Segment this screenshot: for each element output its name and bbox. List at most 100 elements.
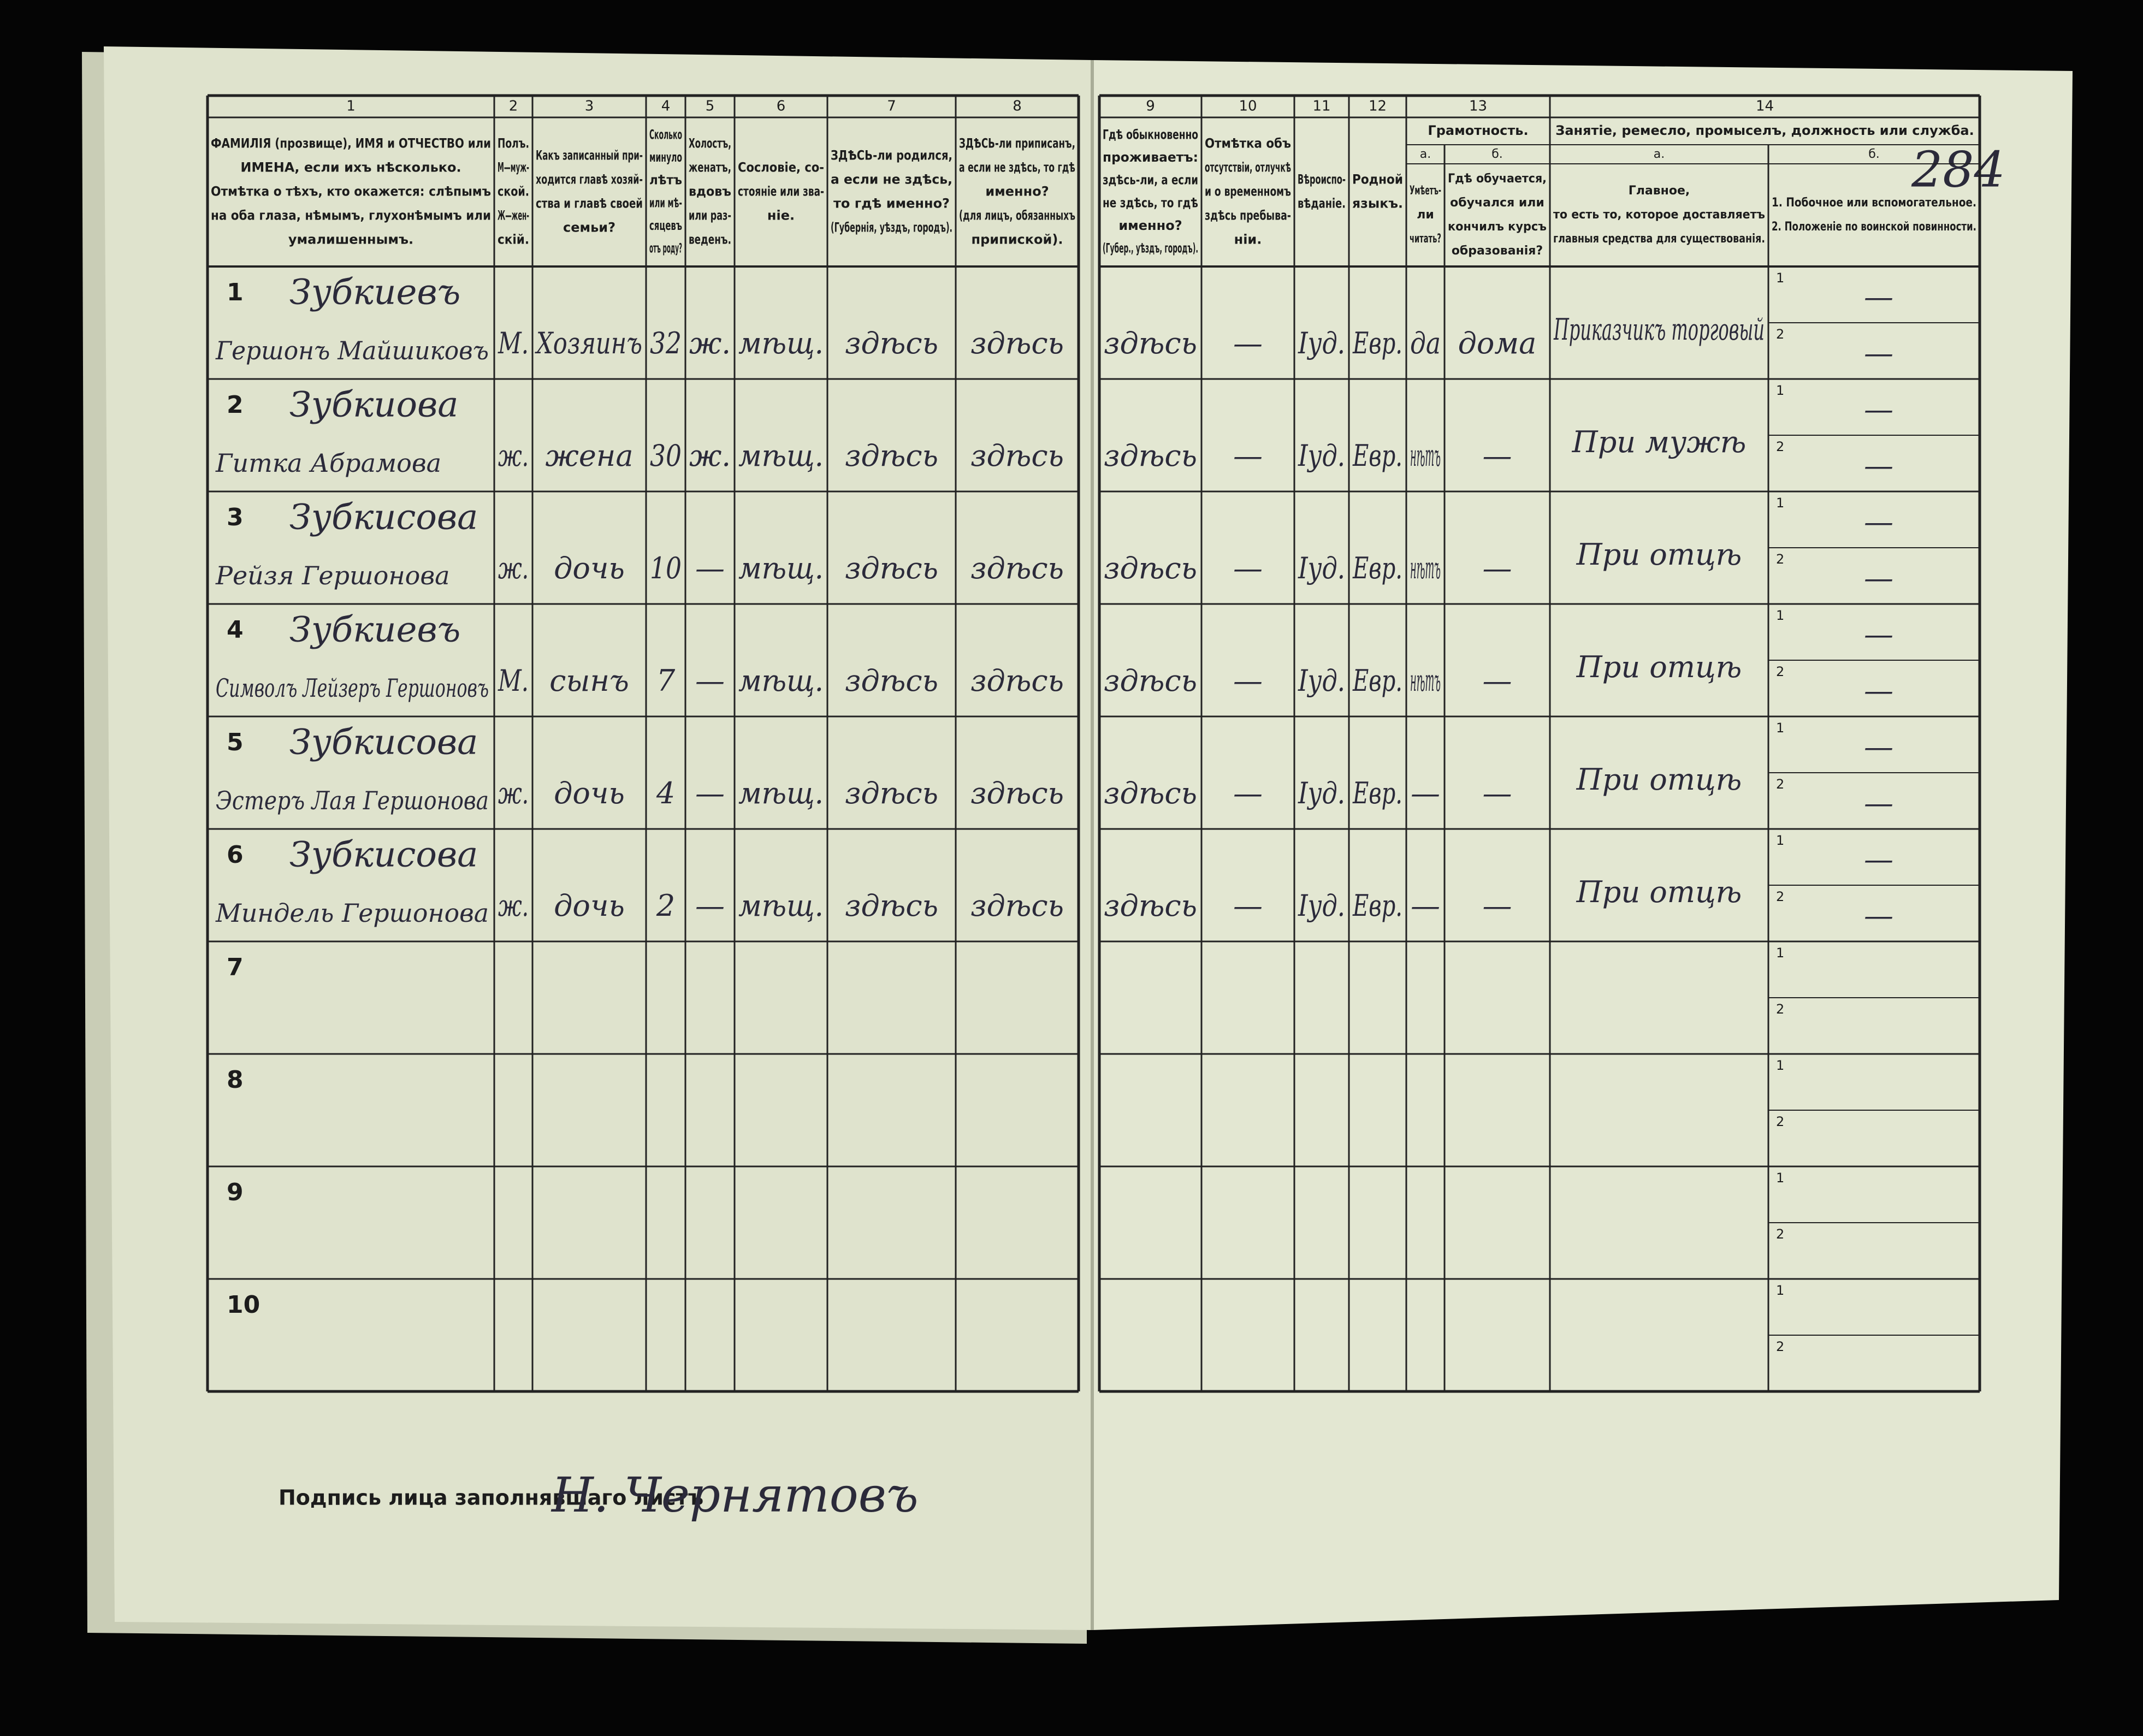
relation-value: дочь [554,888,625,923]
age-value: 2 [656,888,675,923]
column-heading: семьи? [563,220,615,235]
column-heading: ской. [498,184,529,199]
surname: Зубкисова [289,835,478,875]
absence-value: — [1233,888,1263,923]
religion-value: Іуд. [1298,776,1345,810]
subrow-label: 2 [1776,1227,1784,1242]
column-heading: вѣданіе. [1298,196,1346,211]
subrow-label: 2 [1776,1002,1784,1017]
row-number: 10 [227,1291,260,1319]
reads-value: нѣтъ [1410,439,1441,473]
row-number: 2 [227,391,244,419]
estate-value: мѣщ. [738,663,824,698]
secondary-value: — [1864,617,1893,651]
column-number: 7 [887,98,896,115]
column-number: 4 [661,98,671,115]
age-value: 30 [650,439,682,473]
subcolumn-heading: кончилъ курсъ [1448,220,1547,234]
registered-value: здѣсь [970,776,1064,810]
born-value: здѣсь [845,439,938,473]
religion-value: Іуд. [1298,888,1345,923]
marital-value: — [695,776,725,810]
estate-value: мѣщ. [738,888,824,923]
column-number: 5 [706,98,715,115]
secondary-value: — [1864,392,1893,426]
column-number: 2 [509,98,518,115]
subcolumn-heading: то есть то, которое доставляетъ [1553,208,1765,222]
column-heading: ИМЕНА, если ихъ нѣсколько. [240,160,461,175]
given-name: Символъ Лейзеръ Гершоновъ [216,673,489,703]
column-heading: здѣсь пребыва- [1205,208,1291,223]
subrow-label: 2 [1776,1339,1784,1354]
subrow-label: 2 [1776,552,1784,567]
column-number: 11 [1312,98,1330,115]
column-number: 6 [777,98,786,115]
born-value: здѣсь [845,551,938,585]
column-heading: ЗДѢСЬ-ли приписанъ, [959,136,1075,151]
registered-value: здѣсь [970,551,1064,585]
column-heading: ФАМИЛІЯ (прозвище), ИМЯ и ОТЧЕСТВО или [211,136,491,151]
absence-value: — [1233,776,1263,810]
surname: Зубкиова [289,385,458,425]
subcolumn-heading: Умѣетъ- [1410,184,1441,198]
column-heading: и о временномъ [1205,184,1291,199]
column-heading: отсутствіи, отлучкѣ [1205,160,1291,175]
column-heading: Вѣроиспо- [1298,172,1346,187]
religion-value: Іуд. [1298,551,1345,585]
occupation-value: При отцѣ [1576,650,1742,684]
sex-value: ж. [498,551,529,585]
occupation-value: При отцѣ [1576,762,1742,797]
given-name: Рейзя Гершонова [215,561,450,590]
secondary-value: — [1864,730,1893,764]
age-value: 32 [650,326,682,360]
reads-value: да [1410,326,1441,360]
column-heading: припиской). [972,232,1063,247]
education-value: — [1483,663,1512,698]
subcolumn-heading: Гдѣ обучается, [1448,172,1547,186]
given-name: Гершонъ Майшиковъ [215,336,489,365]
row-number: 5 [227,728,244,756]
subrow-label: 1 [1776,720,1784,736]
row-number: 1 [227,279,244,306]
column-heading: именно? [1118,218,1182,233]
residence-value: здѣсь [1104,551,1197,585]
sex-value: ж. [498,439,529,473]
estate-value: мѣщ. [738,326,824,360]
surname: Зубкисова [289,497,478,538]
subrow-label: 2 [1776,777,1784,792]
subcolumn-heading: Главное, [1629,184,1690,198]
subrow-label: 1 [1776,495,1784,511]
relation-value: жена [545,439,633,473]
row-number: 7 [227,953,244,981]
secondary-value: — [1864,786,1893,820]
secondary-value: — [1864,898,1893,933]
marital-value: ж. [689,326,731,360]
estate-value: мѣщ. [738,776,824,810]
education-value: — [1483,551,1512,585]
given-name: Гитка Абрамова [215,448,441,478]
column-heading: то гдѣ именно? [833,196,950,211]
religion-value: Іуд. [1298,663,1345,698]
column-number: 1 [346,98,356,115]
religion-value: Іуд. [1298,439,1345,473]
right-page [1092,60,2073,1630]
column-heading: именно? [985,184,1049,199]
column-heading: или мѣ- [649,195,682,210]
language-value: Евр. [1352,663,1402,698]
language-value: Евр. [1352,888,1402,923]
relation-value: дочь [554,551,625,585]
row-number: 9 [227,1178,244,1206]
age-value: 4 [656,776,675,810]
born-value: здѣсь [845,776,938,810]
column-group-heading: Занятіе, ремесло, промыселъ, должность и… [1555,123,1974,138]
language-value: Евр. [1352,439,1402,473]
column-heading: скій. [498,232,529,247]
secondary-value: — [1864,561,1893,595]
column-number: 3 [585,98,594,115]
column-number: 10 [1239,98,1257,115]
absence-value: — [1233,551,1263,585]
column-heading: проживаетъ: [1103,150,1198,165]
residence-value: здѣсь [1104,326,1197,360]
column-heading: Родной [1352,172,1403,187]
